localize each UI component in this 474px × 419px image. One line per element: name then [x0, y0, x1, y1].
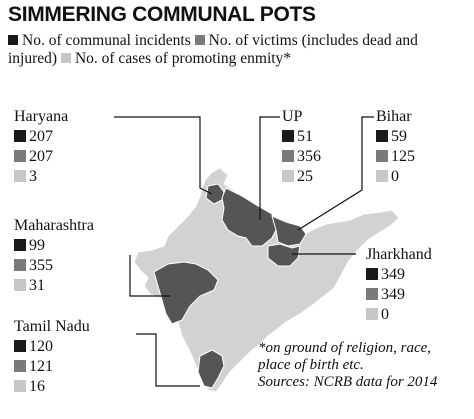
swatch-victims [14, 259, 26, 271]
state-name-tamil-nadu: Tamil Nadu [14, 318, 90, 335]
source-note: Sources: NCRB data for 2014 [258, 374, 438, 390]
value-incidents: 120 [29, 338, 53, 355]
value-enmity: 16 [29, 378, 45, 395]
legend-swatch-enmity [60, 53, 71, 63]
value-victims: 356 [297, 148, 321, 165]
value-row-victims: 125 [376, 147, 415, 167]
value-incidents: 207 [29, 128, 53, 145]
state-shape-jharkhand [267, 243, 301, 267]
value-enmity: 3 [29, 168, 37, 185]
legend-item-enmity: No. of cases of promoting enmity* [60, 50, 292, 67]
value-row-victims: 355 [14, 256, 94, 276]
footnote-line: *on ground of religion, race, [258, 340, 432, 356]
state-name-up: UP [282, 108, 303, 125]
leader-line-bihar [297, 116, 374, 231]
state-name-bihar: Bihar [376, 108, 412, 125]
value-row-incidents: 99 [14, 236, 94, 256]
value-row-incidents: 51 [282, 127, 321, 147]
value-enmity: 0 [381, 306, 389, 323]
callout-tamil-nadu: Tamil Nadu 120 121 16 [14, 317, 90, 397]
value-incidents: 99 [29, 237, 45, 254]
swatch-incidents [282, 130, 294, 142]
value-victims: 355 [29, 257, 53, 274]
value-row-victims: 121 [14, 357, 90, 377]
value-row-enmity: 16 [14, 377, 90, 397]
swatch-incidents [14, 130, 26, 142]
leader-line-maharashtra [129, 255, 170, 297]
value-row-victims: 207 [14, 147, 68, 167]
swatch-enmity [14, 380, 26, 392]
value-row-incidents: 349 [366, 265, 432, 285]
state-name-jharkhand: Jharkhand [366, 246, 432, 263]
swatch-incidents [14, 239, 26, 251]
chart-title: SIMMERING COMMUNAL POTS [8, 3, 316, 26]
state-shape-bihar [271, 215, 307, 247]
value-victims: 349 [381, 286, 405, 303]
leader-line-haryana [114, 116, 213, 195]
leader-line-up [259, 116, 280, 220]
swatch-victims [366, 288, 378, 300]
value-row-enmity: 31 [14, 276, 94, 296]
callout-maharashtra: Maharashtra 99 355 31 [14, 216, 94, 296]
legend-label-incidents: No. of communal incidents [22, 32, 191, 49]
callout-jharkhand: Jharkhand 349 349 0 [366, 245, 432, 325]
footnote-line: place of birth etc. [258, 357, 364, 373]
value-enmity: 25 [297, 168, 313, 185]
legend-label-victims: No. of victims (includes dead and injure… [8, 32, 418, 67]
state-name-haryana: Haryana [14, 108, 69, 125]
swatch-incidents [14, 340, 26, 352]
legend-label-enmity: No. of cases of promoting enmity* [74, 50, 292, 67]
legend-swatch-victims [194, 35, 205, 45]
value-victims: 121 [29, 358, 53, 375]
callout-haryana: Haryana 207 207 3 [14, 107, 68, 187]
swatch-enmity [366, 308, 378, 320]
swatch-victims [282, 150, 294, 162]
swatch-incidents [376, 130, 388, 142]
swatch-enmity [282, 170, 294, 182]
value-row-victims: 356 [282, 147, 321, 167]
value-row-enmity: 0 [376, 167, 415, 187]
state-shape-tamil-nadu [197, 349, 225, 389]
swatch-enmity [376, 170, 388, 182]
value-row-incidents: 120 [14, 337, 90, 357]
value-incidents: 349 [381, 266, 405, 283]
leader-line-tamil-nadu [136, 333, 200, 387]
value-incidents: 59 [391, 128, 407, 145]
value-row-incidents: 207 [14, 127, 68, 147]
value-row-enmity: 0 [366, 305, 432, 325]
state-shape-up [221, 187, 279, 247]
swatch-victims [376, 150, 388, 162]
value-victims: 125 [391, 148, 415, 165]
value-victims: 207 [29, 148, 53, 165]
footnote: *on ground of religion, race, place of b… [258, 340, 470, 391]
swatch-enmity [14, 170, 26, 182]
state-shape-maharashtra [153, 261, 219, 325]
state-name-maharashtra: Maharashtra [14, 217, 94, 234]
legend-swatch-incidents [8, 35, 18, 45]
callout-up: UP 51 356 25 [282, 107, 321, 187]
legend-item-incidents: No. of communal incidents [8, 32, 191, 49]
swatch-victims [14, 150, 26, 162]
callout-bihar: Bihar 59 125 0 [376, 107, 415, 187]
swatch-incidents [366, 268, 378, 280]
value-row-incidents: 59 [376, 127, 415, 147]
value-row-enmity: 25 [282, 167, 321, 187]
value-enmity: 0 [391, 168, 399, 185]
value-incidents: 51 [297, 128, 313, 145]
legend: No. of communal incidents No. of victims… [8, 32, 468, 68]
legend-item-victims: No. of victims (includes dead and injure… [8, 32, 418, 67]
swatch-enmity [14, 279, 26, 291]
swatch-victims [14, 360, 26, 372]
value-row-victims: 349 [366, 285, 432, 305]
value-row-enmity: 3 [14, 167, 68, 187]
value-enmity: 31 [29, 277, 45, 294]
